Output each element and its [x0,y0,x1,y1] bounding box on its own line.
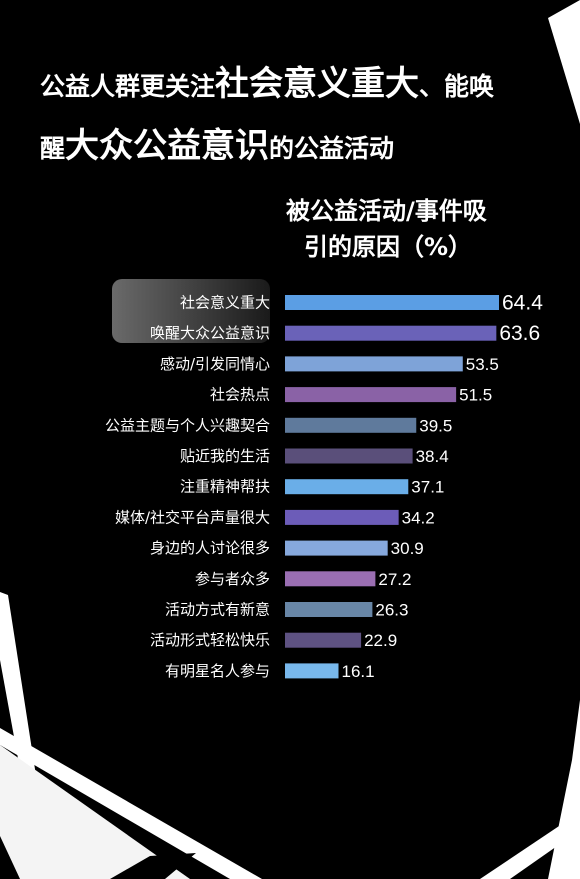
bar [285,663,339,679]
bar [285,325,497,341]
category-label: 媒体/社交平台声量很大 [115,508,270,526]
bottom-left-white-panel [0,745,190,879]
bar [285,571,376,587]
value-label: 37.1 [411,478,444,497]
bottom-left-black-wedge [0,836,20,879]
bar [285,448,413,464]
bottom-black-wedge [110,853,196,879]
category-label: 注重精神帮扶 [180,478,270,496]
category-label: 有明星名人参与 [165,662,270,680]
category-label: 社会意义重大 [180,294,270,312]
bar [285,632,362,648]
value-label: 22.9 [364,631,397,650]
title-segment-2: 、能唤 [419,72,495,101]
title-highlight-2: 大众公益意识 [65,126,270,166]
category-label: 感动/引发同情心 [160,355,270,373]
bottom-right-white-stripe [480,812,580,879]
chart-title-line-2: 引的原因（%） [304,233,473,261]
bar [285,295,499,310]
bar [285,509,399,525]
category-label: 参与者众多 [195,570,270,588]
category-label: 活动形式轻松快乐 [150,631,270,649]
value-label: 64.4 [502,292,543,315]
bar [285,356,463,372]
category-label: 公益主题与个人兴趣契合 [105,416,270,434]
title-segment-1: 公益人群更关注 [40,72,216,101]
bar [285,479,409,495]
value-label: 26.3 [375,601,408,620]
value-label: 34.2 [402,508,435,527]
category-label: 贴近我的生活 [180,447,270,465]
highlight-box [112,279,270,343]
value-label: 53.5 [466,355,499,374]
chart-title: 被公益活动/事件吸 引的原因（%） [286,193,526,265]
bar [285,417,417,433]
title-highlight-1: 社会意义重大 [215,64,420,104]
bottom-left-white-stripe-1 [0,728,262,879]
value-label: 51.5 [459,386,492,405]
category-label: 社会热点 [210,386,270,404]
value-label: 63.6 [499,322,540,345]
category-label: 活动方式有新意 [165,601,270,619]
top-right-white-stripe [548,0,580,124]
value-label: 16.1 [342,662,375,681]
chart-title-line-1: 被公益活动/事件吸 [286,197,487,225]
value-label: 27.2 [378,570,411,589]
bar [285,387,457,403]
category-label: 身边的人讨论很多 [150,539,270,557]
value-label: 39.5 [419,416,452,435]
category-label: 唤醒大众公益意识 [150,324,270,342]
title-segment-4: 的公益活动 [269,134,395,163]
bar [285,540,388,556]
value-label: 30.9 [391,539,424,558]
page-title: 公益人群更关注社会意义重大、能唤 醒大众公益意识的公益活动 [40,56,560,180]
value-label: 38.4 [416,447,449,466]
bar [285,602,373,617]
title-segment-3: 醒 [40,134,66,163]
